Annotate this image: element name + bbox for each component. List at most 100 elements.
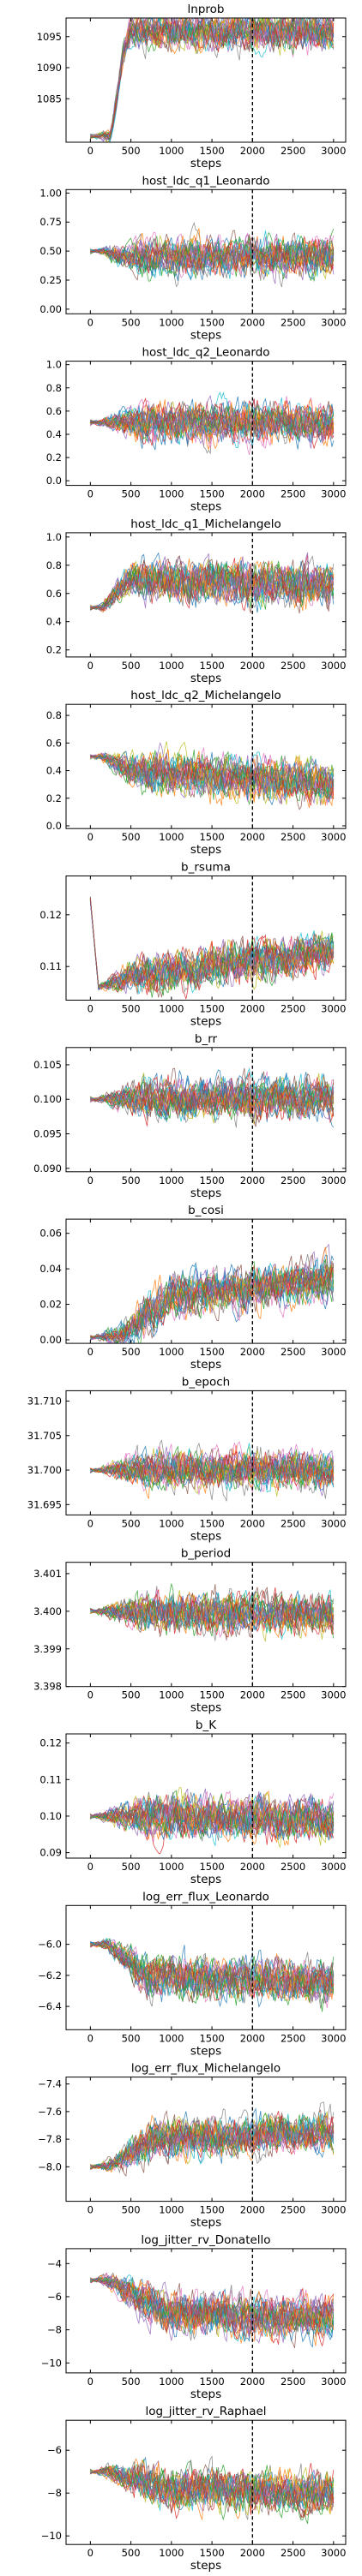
panel-title: log_err_flux_Michelangelo xyxy=(131,2062,281,2076)
y-tick-label: 31.710 xyxy=(27,1395,62,1407)
y-tick-label: 31.695 xyxy=(27,1498,62,1510)
x-axis-label: steps xyxy=(190,843,221,857)
walker-traces xyxy=(89,2455,335,2525)
walker-traces xyxy=(89,1439,335,1502)
walker-trace xyxy=(90,2464,335,2512)
x-tick-label: 0 xyxy=(87,2376,94,2388)
walker-trace xyxy=(90,402,335,446)
y-tick-label: −6.2 xyxy=(38,1969,62,1981)
trace-panel-3: host_ldc_q1_Michelangelo 0 500 1000 1500 2000… xyxy=(46,517,347,685)
y-tick-label: 0.2 xyxy=(46,792,62,804)
y-tick-label: 0.00 xyxy=(39,303,62,315)
walker-trace xyxy=(90,1073,335,1127)
panel-title: b_rsuma xyxy=(181,861,231,875)
x-tick-label: 1500 xyxy=(199,1174,224,1186)
x-axis-label: steps xyxy=(190,328,221,342)
walker-trace xyxy=(90,1799,335,1839)
trace-panel-5: b_rsuma 0 500 1000 1500 2000 2500 3000 0.11 0.12 s… xyxy=(39,861,347,1029)
y-tick-label: 3.400 xyxy=(33,1605,62,1617)
y-tick-label: −6.4 xyxy=(38,2000,62,2012)
x-tick-label: 2500 xyxy=(281,2032,305,2044)
walker-trace xyxy=(90,401,334,439)
x-tick-label: 0 xyxy=(87,488,94,500)
y-tick-label: −6 xyxy=(47,2444,62,2456)
x-tick-label: 0 xyxy=(87,831,94,843)
x-tick-label: 0 xyxy=(87,2547,94,2559)
panel-title: log_err_flux_Leonardo xyxy=(142,1890,269,1904)
x-tick-label: 3000 xyxy=(321,1861,346,1873)
walker-trace xyxy=(90,1941,335,2001)
y-tick-label: −4 xyxy=(47,2257,62,2269)
y-tick-label: 0.4 xyxy=(46,765,62,777)
x-tick-label: 2500 xyxy=(281,1517,305,1529)
x-tick-label: 3000 xyxy=(321,488,346,500)
walker-trace xyxy=(90,1265,335,1340)
x-tick-label: 3000 xyxy=(321,831,346,843)
x-tick-label: 3000 xyxy=(321,2547,346,2559)
walker-trace xyxy=(90,2113,335,2169)
x-tick-label: 1000 xyxy=(159,316,184,328)
walker-trace xyxy=(90,1082,334,1116)
walker-trace xyxy=(90,2465,335,2513)
walker-trace xyxy=(90,558,335,612)
x-tick-label: 0 xyxy=(87,1861,94,1873)
walker-trace xyxy=(90,240,335,270)
x-tick-label: 1500 xyxy=(199,1346,224,1358)
walker-traces xyxy=(89,1583,335,1642)
x-tick-label: 1000 xyxy=(159,145,184,157)
walker-trace xyxy=(90,2276,334,2334)
y-tick-label: 0.06 xyxy=(39,1228,62,1240)
walker-trace xyxy=(89,901,335,991)
x-tick-label: 1000 xyxy=(159,2547,184,2559)
x-tick-label: 500 xyxy=(122,1003,141,1015)
x-tick-label: 500 xyxy=(122,660,141,672)
walker-traces xyxy=(90,18,335,142)
x-tick-label: 2000 xyxy=(240,2376,265,2388)
trace-panel-8: b_epoch 0 500 1000 1500 2000 2500 3000 31.695 31.… xyxy=(27,1375,347,1543)
x-tick-label: 0 xyxy=(87,1174,94,1186)
plot-frame xyxy=(65,1390,347,1515)
y-tick-label: −7.8 xyxy=(38,2133,62,2145)
panel-title: host_ldc_q1_Michelangelo xyxy=(130,517,281,531)
y-tick-label: −8.0 xyxy=(38,2161,62,2173)
y-tick-label: 0.11 xyxy=(39,960,62,972)
x-tick-label: 3000 xyxy=(321,316,346,328)
x-tick-label: 2500 xyxy=(281,1689,305,1701)
y-tick-label: −8 xyxy=(47,2324,62,2336)
x-tick-label: 2000 xyxy=(240,2547,265,2559)
walker-trace xyxy=(90,2466,334,2511)
panel-title: host_ldc_q2_Michelangelo xyxy=(130,689,281,702)
panel-title: b_epoch xyxy=(182,1375,230,1389)
y-tick-label: 0.25 xyxy=(39,274,62,286)
y-tick-label: 0.8 xyxy=(46,709,62,721)
y-tick-label: 0.09 xyxy=(39,1847,62,1859)
x-tick-label: 0 xyxy=(87,2032,94,2044)
y-tick-label: 1.00 xyxy=(39,187,62,199)
x-tick-label: 3000 xyxy=(321,660,346,672)
y-tick-label: 0.2 xyxy=(46,451,62,463)
x-tick-label: 0 xyxy=(87,1689,94,1701)
y-tick-label: 3.401 xyxy=(33,1568,62,1580)
panel-title: b_K xyxy=(196,1718,217,1732)
x-tick-label: 2500 xyxy=(281,316,305,328)
walker-trace xyxy=(90,750,335,806)
y-tick-label: 0.0 xyxy=(46,820,62,832)
walker-trace xyxy=(90,2119,335,2168)
y-tick-label: −10 xyxy=(41,2357,62,2369)
x-tick-label: 2000 xyxy=(240,1861,265,1873)
plot-frame xyxy=(65,1047,347,1173)
x-tick-label: 2500 xyxy=(281,488,305,500)
walker-trace xyxy=(89,896,335,992)
panel-title: b_cosi xyxy=(188,1204,224,1217)
y-tick-label: 1.0 xyxy=(46,531,62,543)
panel-title: log_jitter_rv_Donatello xyxy=(141,2233,270,2247)
walker-traces xyxy=(90,2272,335,2349)
x-axis-label: steps xyxy=(190,157,221,170)
y-tick-label: 31.700 xyxy=(27,1464,62,1476)
walker-trace xyxy=(90,2465,335,2515)
plot-frame xyxy=(65,17,347,143)
x-tick-label: 1500 xyxy=(199,1689,224,1701)
trace-panel-9: b_period 0 500 1000 1500 2000 2500 3000 3.398 3.3… xyxy=(33,1547,347,1715)
y-tick-label: 1.0 xyxy=(46,359,62,371)
x-tick-label: 2500 xyxy=(281,660,305,672)
